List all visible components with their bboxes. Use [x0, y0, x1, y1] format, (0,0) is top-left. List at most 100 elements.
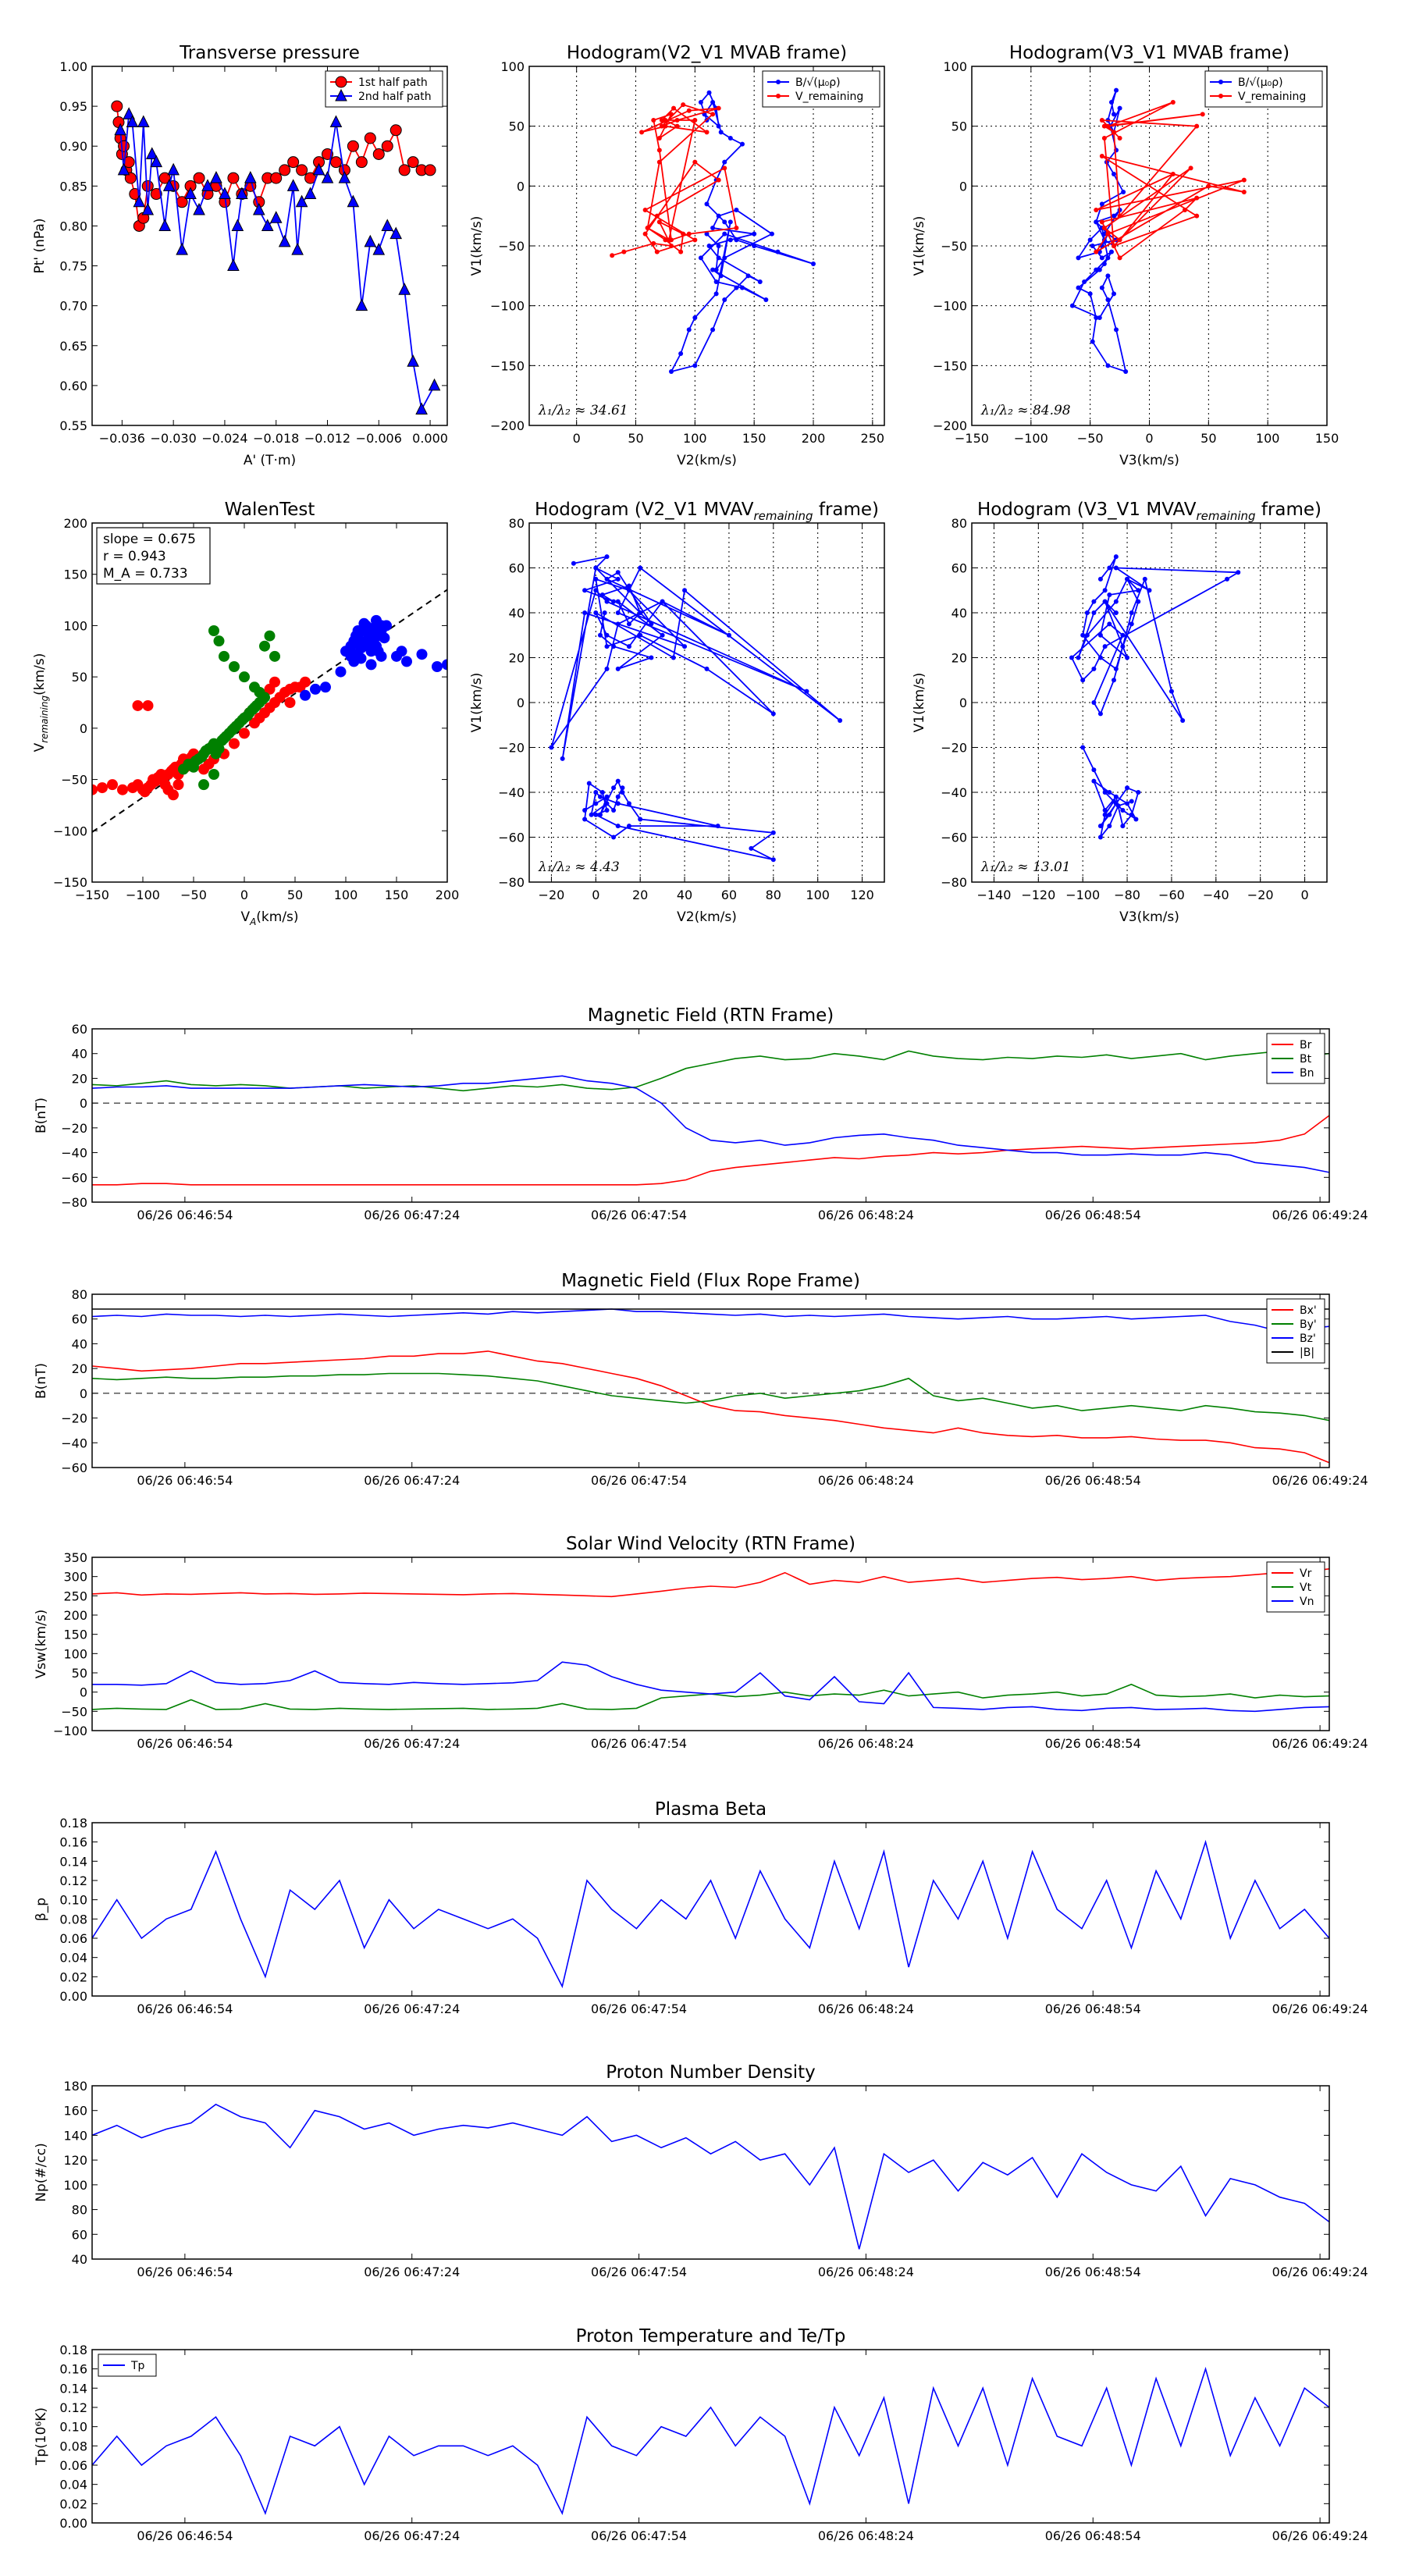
axes-frame [91, 2085, 1330, 2260]
plot-area [92, 1050, 1329, 1186]
data-point [638, 565, 643, 571]
x-tick-label: −100 [126, 888, 160, 902]
y-axis-label: V1(km/s) [469, 673, 485, 733]
data-point [295, 194, 308, 208]
legend-marker [335, 88, 347, 101]
data-point [173, 779, 184, 791]
data-point [626, 583, 631, 589]
axes-frame [91, 1822, 1330, 1997]
x-tick-label: 06/26 06:47:24 [364, 2528, 460, 2543]
x-tick-label: 06/26 06:49:24 [1272, 2001, 1368, 2016]
data-point [686, 108, 692, 113]
y-tick-label: 0.85 [59, 179, 87, 194]
y-tick-label: 100 [63, 1646, 87, 1661]
y-tick-label: −100 [933, 299, 967, 314]
data-point [659, 118, 664, 123]
series-vt [92, 1683, 1329, 1710]
x-tick-label: −100 [1014, 431, 1048, 446]
data-point [269, 211, 283, 223]
data-point [1129, 621, 1134, 627]
y-tick-label: 350 [63, 1550, 87, 1565]
plot-area [92, 589, 447, 833]
chart-beta: 0.00 0.02 0.04 0.06 0.08 0.10 0.12 0.14 0.16 0.18… [34, 1799, 1368, 2016]
data-point [1180, 718, 1186, 723]
y-tick-label: 0.04 [59, 1951, 87, 1966]
data-point [682, 588, 688, 593]
y-tick-label: −100 [53, 1724, 87, 1738]
data-point [763, 297, 769, 302]
series-np [92, 2103, 1329, 2250]
series-bn [92, 1075, 1329, 1173]
y-tick-label: 20 [951, 651, 967, 666]
data-point [599, 790, 605, 795]
data-point [593, 576, 599, 582]
x-tick-label: 80 [766, 888, 781, 902]
data-point [598, 812, 603, 817]
x-tick-label: 50 [1200, 431, 1216, 446]
data-point [604, 644, 610, 649]
data-point [118, 140, 130, 152]
x-tick-label: 06/26 06:47:24 [364, 1473, 460, 1488]
x-tick-label: −20 [1247, 888, 1274, 902]
y-tick-label: −60 [941, 831, 967, 845]
data-point [1107, 790, 1112, 795]
data-point [198, 779, 209, 791]
y-tick-label: 40 [72, 1047, 87, 1062]
y-tick-label: 0.65 [59, 339, 87, 354]
data-point [686, 231, 692, 237]
legend: Tp [98, 2354, 157, 2377]
data-point [734, 226, 739, 230]
data-point [727, 136, 733, 141]
chart-title: Proton Number Density [606, 2062, 816, 2083]
data-point [626, 588, 631, 593]
data-point [710, 100, 716, 105]
y-tick-label: −20 [61, 1121, 87, 1136]
data-point [678, 351, 684, 356]
data-point [698, 100, 703, 105]
x-tick-label: 06/26 06:47:54 [591, 2265, 687, 2279]
data-point [1125, 801, 1130, 806]
legend-marker [1218, 80, 1223, 84]
data-point [654, 213, 660, 219]
series-top [549, 554, 843, 761]
data-point [1206, 183, 1211, 189]
data-point [734, 285, 739, 290]
data-point [296, 164, 308, 176]
y-tick-label: 0.75 [59, 259, 87, 274]
data-point [338, 170, 351, 183]
data-point [598, 632, 603, 638]
plot-area [92, 1568, 1329, 1713]
data-point [379, 632, 390, 644]
series--p [92, 1839, 1329, 1989]
data-point [770, 711, 776, 717]
data-point [727, 237, 733, 243]
series-line [92, 1050, 1329, 1092]
data-point [1107, 565, 1112, 571]
y-tick-label: 60 [72, 1312, 87, 1327]
data-point [126, 115, 139, 128]
data-point [1113, 610, 1119, 615]
data-point [398, 164, 411, 176]
series-tp [92, 2366, 1329, 2515]
data-point [698, 255, 703, 261]
ratio-annotation: λ₁/λ₂ ≈ 13.01 [980, 859, 1071, 875]
y-tick-label: 0.16 [59, 2362, 87, 2377]
x-tick-label: 06/26 06:49:24 [1272, 1473, 1368, 1488]
y-tick-label: 0 [80, 1386, 87, 1401]
x-axis-label: V2(km/s) [677, 909, 737, 925]
data-point [355, 298, 368, 311]
data-point [656, 159, 662, 165]
legend-label: Bz' [1300, 1332, 1316, 1345]
data-point [389, 226, 403, 240]
x-tick-label: 06/26 06:48:54 [1045, 1736, 1141, 1751]
data-point [713, 279, 719, 284]
data-point [611, 644, 617, 649]
y-tick-label: −150 [490, 358, 525, 373]
data-point [428, 378, 441, 391]
data-point [734, 208, 739, 212]
data-point [368, 630, 380, 642]
x-tick-label: 06/26 06:48:54 [1045, 1208, 1141, 1222]
data-point [1076, 655, 1081, 660]
data-point [219, 187, 231, 200]
data-point [1112, 291, 1116, 297]
